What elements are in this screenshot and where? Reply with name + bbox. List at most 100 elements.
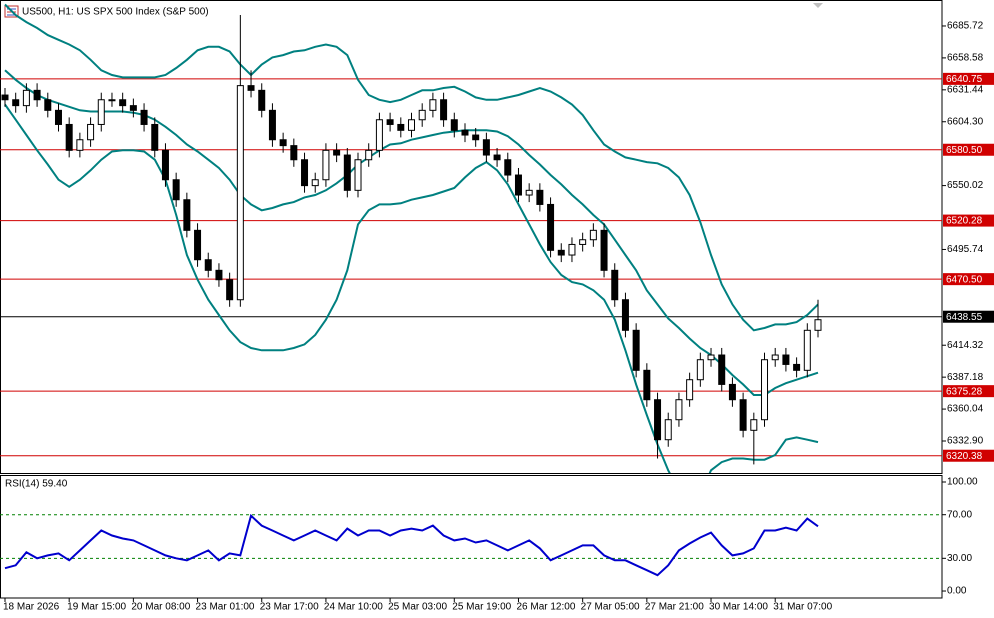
candle-body bbox=[44, 99, 52, 111]
x-tick-label: 25 Mar 19:00 bbox=[452, 602, 511, 613]
candle-body bbox=[194, 229, 202, 261]
candle-body bbox=[247, 85, 255, 91]
candle-body bbox=[696, 359, 704, 381]
chart-title: US500, H1: US SPX 500 Index (S&P 500) bbox=[22, 7, 209, 18]
y-tick-label: 30.00 bbox=[947, 553, 972, 564]
x-tick-label: 25 Mar 03:00 bbox=[388, 602, 447, 613]
candle-body bbox=[568, 243, 576, 256]
candle-body bbox=[354, 159, 362, 191]
candle-body bbox=[129, 105, 137, 111]
bollinger-lower bbox=[4, 103, 819, 473]
last-price-box bbox=[943, 310, 994, 323]
candle-body bbox=[493, 154, 501, 161]
level-label: 6640.75 bbox=[946, 74, 983, 85]
candle-body bbox=[450, 119, 458, 131]
candle-body bbox=[686, 379, 694, 401]
level-label-box bbox=[943, 214, 994, 227]
candle-body bbox=[611, 269, 619, 301]
bollinger-middle bbox=[4, 69, 819, 396]
candle-body bbox=[504, 159, 512, 176]
candle-body bbox=[632, 329, 640, 371]
y-tick-label: 6685.72 bbox=[947, 21, 984, 32]
x-tick-label: 24 Mar 10:00 bbox=[324, 602, 383, 613]
candle-body bbox=[397, 123, 405, 131]
candle-body bbox=[429, 99, 437, 111]
candle-body bbox=[386, 119, 394, 125]
x-tick-label: 19 Mar 15:00 bbox=[67, 602, 126, 613]
candle-body bbox=[172, 179, 180, 201]
candle-body bbox=[525, 189, 533, 196]
candle-body bbox=[707, 354, 715, 361]
candle-body bbox=[600, 229, 608, 271]
candle-body bbox=[589, 229, 597, 241]
price-plot bbox=[0, 3, 942, 473]
x-tick-label: 18 Mar 2026 bbox=[3, 602, 60, 613]
x-tick-label: 23 Mar 01:00 bbox=[196, 602, 255, 613]
level-label-box bbox=[943, 143, 994, 156]
candle-body bbox=[761, 359, 769, 421]
candle-body bbox=[258, 89, 266, 111]
y-tick-label: 6658.58 bbox=[947, 53, 984, 64]
x-tick-label: 27 Mar 21:00 bbox=[645, 602, 704, 613]
candle-body bbox=[643, 369, 651, 401]
main-panel bbox=[0, 0, 943, 474]
y-tick-label: 6332.90 bbox=[947, 436, 984, 447]
chart-shift-marker bbox=[813, 3, 823, 8]
rsi-line bbox=[4, 513, 819, 577]
candle-body bbox=[279, 139, 287, 147]
candle-body bbox=[54, 109, 62, 125]
x-tick-label: 26 Mar 12:00 bbox=[516, 602, 575, 613]
candle-body bbox=[322, 149, 330, 181]
candle-body bbox=[728, 383, 736, 401]
candle-body bbox=[33, 89, 41, 101]
level-label-box bbox=[943, 385, 994, 398]
y-tick-label: 0.00 bbox=[947, 586, 967, 597]
candle-body bbox=[461, 129, 469, 136]
candle-body bbox=[215, 269, 223, 281]
y-tick-label: 6360.04 bbox=[947, 404, 984, 415]
candle-body bbox=[547, 203, 555, 251]
candle-body bbox=[482, 139, 490, 156]
candle-body bbox=[621, 299, 629, 331]
y-tick-label: 70.00 bbox=[947, 509, 972, 520]
rsi-plot bbox=[0, 513, 942, 577]
candle-body bbox=[375, 119, 383, 151]
candle-body bbox=[557, 249, 565, 256]
x-tick-label: 20 Mar 08:00 bbox=[131, 602, 190, 613]
candle-body bbox=[782, 354, 790, 365]
level-label-box bbox=[943, 449, 994, 462]
level-label: 6580.50 bbox=[946, 145, 983, 156]
level-label: 6470.50 bbox=[946, 274, 983, 285]
candle-body bbox=[343, 154, 351, 191]
candle-body bbox=[97, 99, 105, 125]
level-label: 6520.28 bbox=[946, 216, 983, 227]
x-tick-label: 27 Mar 05:00 bbox=[581, 602, 640, 613]
x-tick-label: 30 Mar 14:00 bbox=[709, 602, 768, 613]
candle-body bbox=[76, 139, 84, 151]
y-tick-label: 6631.44 bbox=[947, 84, 984, 95]
x-tick-label: 23 Mar 17:00 bbox=[260, 602, 319, 613]
candle-body bbox=[22, 89, 30, 107]
candle-body bbox=[65, 123, 73, 151]
candle-body bbox=[472, 134, 480, 141]
candle-body bbox=[365, 149, 373, 161]
level-label: 6320.38 bbox=[946, 451, 983, 462]
candle-body bbox=[226, 279, 234, 301]
candle-body bbox=[204, 259, 212, 271]
candle-body bbox=[675, 399, 683, 421]
candle-body bbox=[151, 123, 159, 151]
y-tick-label: 6550.02 bbox=[947, 180, 984, 191]
candle-body bbox=[12, 99, 20, 107]
level-label-box bbox=[943, 273, 994, 286]
candle-body bbox=[183, 199, 191, 231]
candle-body bbox=[236, 85, 244, 301]
candle-body bbox=[739, 399, 747, 431]
candle-body bbox=[440, 99, 448, 121]
candle-body bbox=[418, 109, 426, 121]
y-tick-label: 6387.18 bbox=[947, 372, 984, 383]
y-tick-label: 100.00 bbox=[947, 477, 978, 488]
candle-body bbox=[793, 363, 801, 371]
y-tick-label: 6414.32 bbox=[947, 340, 984, 351]
candle-body bbox=[1, 94, 9, 101]
